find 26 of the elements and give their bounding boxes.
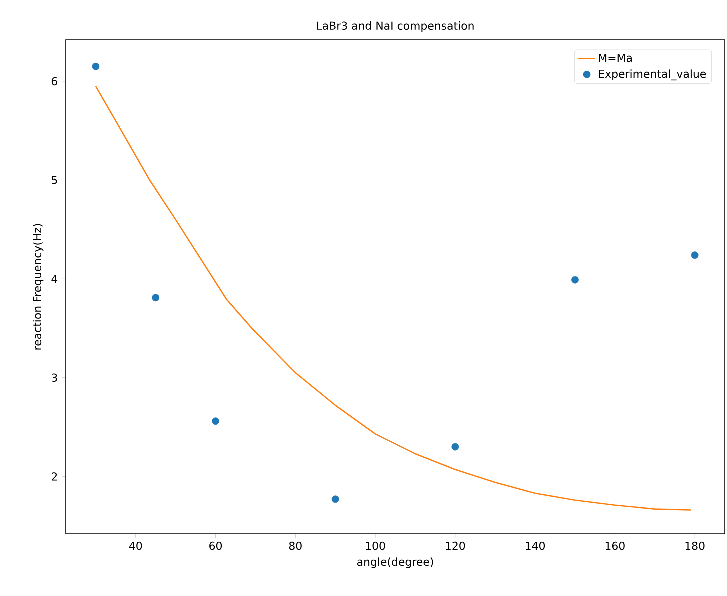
legend-label: M=Ma: [599, 54, 632, 62]
point: [691, 252, 699, 260]
y-tick-label: 2: [52, 472, 58, 481]
x-tick-label: 160: [606, 542, 625, 550]
point: [212, 418, 220, 426]
y-tick-label: 6: [52, 77, 58, 86]
y-tick-label: 3: [52, 374, 58, 382]
y-axis-title: reaction Frequency(Hz): [33, 224, 44, 350]
legend-label: Experimental_value: [599, 70, 706, 81]
line-series: [95, 86, 692, 511]
point: [452, 443, 460, 451]
x-tick-label: 100: [366, 542, 386, 550]
chart-title: LaBr3 and NaI compensation: [317, 22, 474, 32]
x-tick-label: 60: [210, 542, 222, 550]
point: [572, 276, 579, 284]
point: [332, 496, 340, 504]
x-tick-label: 180: [686, 542, 705, 550]
x-tick-label: 140: [526, 542, 546, 550]
x-tick-label: 40: [129, 542, 142, 550]
y-tick-label: 5: [52, 176, 58, 184]
x-tick-label: 120: [446, 542, 466, 550]
x-tick-label: 80: [289, 542, 302, 550]
point: [92, 62, 100, 70]
point: [152, 294, 160, 302]
y-tick-label: 4: [52, 275, 58, 284]
x-axis-title: angle(degree): [357, 558, 434, 568]
